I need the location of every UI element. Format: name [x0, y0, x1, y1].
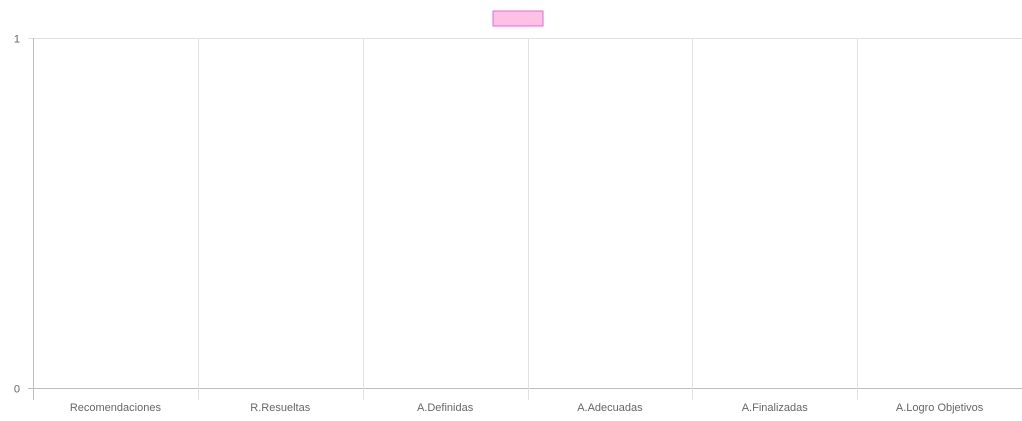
x-tick-label: Recomendaciones [70, 402, 162, 414]
x-tick-label: A.Logro Objetivos [896, 402, 984, 414]
legend-swatch[interactable] [492, 10, 544, 27]
legend[interactable] [492, 10, 544, 27]
x-tick-label: A.Definidas [417, 402, 474, 414]
x-tick-label: A.Finalizadas [742, 402, 809, 414]
y-tick-label: 0 [14, 384, 20, 396]
y-tick-label: 1 [14, 34, 20, 46]
y-axis: 01 [14, 34, 34, 400]
grid [28, 38, 1022, 400]
x-axis: Recomendaciones R.Resueltas A.Definidas A.A… [70, 402, 984, 414]
x-tick-label: A.Adecuadas [577, 402, 643, 414]
x-tick-label: R.Resueltas [250, 402, 310, 414]
